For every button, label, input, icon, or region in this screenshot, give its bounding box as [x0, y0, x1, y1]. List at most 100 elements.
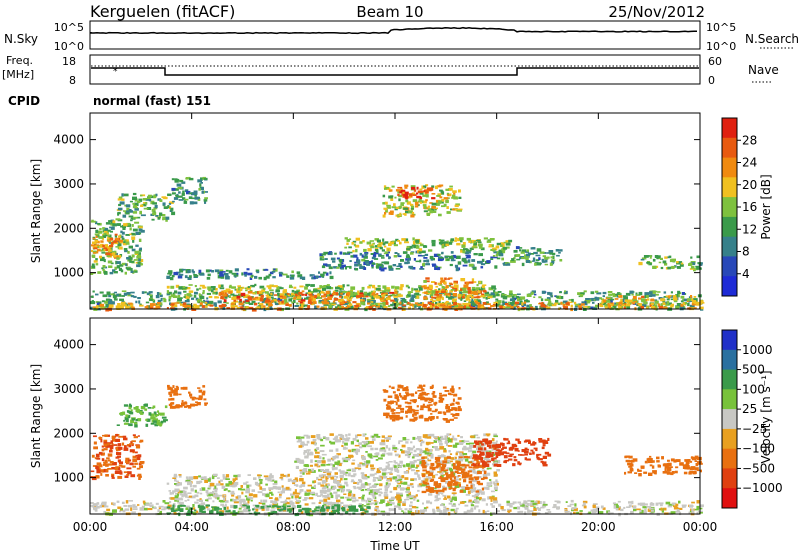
data-cell: [434, 266, 439, 270]
data-cell: [516, 305, 520, 308]
data-cell: [172, 192, 176, 195]
data-cell: [380, 454, 385, 457]
data-cell: [249, 493, 253, 497]
data-cell: [314, 305, 318, 309]
data-cell: [328, 266, 333, 270]
data-cell: [388, 256, 391, 260]
data-cell: [413, 449, 417, 453]
data-cell: [413, 258, 416, 261]
data-cell: [340, 496, 345, 499]
data-cell: [408, 210, 413, 214]
data-cell: [663, 507, 667, 511]
data-cell: [455, 507, 459, 510]
data-cell: [454, 264, 459, 268]
data-cell: [203, 199, 208, 202]
data-cell: [231, 286, 236, 289]
data-cell: [408, 453, 411, 456]
data-cell: [114, 467, 119, 470]
data-cell: [251, 274, 254, 277]
data-cell: [434, 282, 437, 285]
data-cell: [506, 500, 510, 504]
data-cell: [287, 294, 290, 297]
data-cell: [446, 433, 450, 436]
data-cell: [480, 294, 485, 298]
data-cell: [102, 265, 106, 269]
data-cell: [342, 446, 347, 450]
data-cell: [429, 470, 434, 474]
data-cell: [582, 500, 588, 504]
data-cell: [173, 473, 177, 477]
data-cell: [681, 292, 685, 295]
data-cell: [496, 293, 499, 297]
data-cell: [135, 418, 138, 422]
data-cell: [377, 285, 381, 288]
data-cell: [281, 485, 284, 488]
data-cell: [98, 230, 103, 234]
data-cell: [440, 504, 444, 507]
data-cell: [160, 214, 166, 217]
data-cell: [296, 499, 300, 502]
data-cell: [458, 458, 464, 462]
data-cell: [181, 402, 185, 406]
data-cell: [444, 495, 447, 498]
data-cell: [196, 402, 201, 406]
data-cell: [93, 252, 96, 254]
data-cell: [483, 433, 487, 437]
data-cell: [368, 284, 373, 287]
data-cell: [172, 405, 176, 409]
data-cell: [144, 408, 148, 411]
data-cell: [513, 250, 518, 253]
data-cell: [140, 214, 146, 217]
data-cell: [109, 245, 114, 248]
data-cell: [137, 216, 141, 219]
data-cell: [560, 301, 563, 305]
data-cell: [385, 482, 389, 486]
data-cell: [426, 484, 430, 487]
data-cell: [407, 454, 411, 457]
data-cell: [114, 266, 117, 270]
data-cell: [107, 463, 113, 466]
data-cell: [468, 446, 472, 450]
data-cell: [424, 253, 429, 256]
data-cell: [379, 267, 382, 271]
data-cell: [482, 302, 487, 305]
data-cell: [375, 302, 380, 306]
data-cell: [327, 501, 333, 506]
data-cell: [610, 512, 614, 515]
data-cell: [395, 206, 399, 209]
data-cell: [345, 447, 348, 450]
data-cell: [217, 300, 222, 304]
data-cell: [175, 480, 179, 483]
data-cell: [348, 299, 351, 303]
data-cell: [443, 498, 447, 500]
data-cell: [411, 244, 416, 247]
data-cell: [243, 502, 248, 505]
data-cell: [300, 299, 306, 302]
data-cell: [399, 191, 403, 194]
data-cell: [291, 495, 294, 499]
data-cell: [124, 416, 129, 421]
data-cell: [115, 237, 119, 242]
data-cell: [535, 259, 540, 261]
data-cell: [386, 479, 391, 482]
data-cell: [108, 304, 114, 308]
data-cell: [496, 510, 500, 513]
data-cell: [383, 252, 388, 255]
data-cell: [333, 266, 338, 269]
data-cell: [309, 274, 313, 277]
data-cell: [308, 468, 311, 472]
data-cell: [394, 208, 398, 211]
data-cell: [214, 269, 220, 273]
data-cell: [558, 251, 561, 254]
data-cell: [401, 450, 406, 454]
data-cell: [493, 471, 497, 474]
data-cell: [465, 297, 468, 301]
data-cell: [318, 502, 322, 504]
y-tick-label: 3000: [53, 177, 84, 191]
data-cell: [465, 440, 470, 443]
data-cell: [466, 254, 471, 259]
data-cell: [438, 200, 443, 203]
data-cell: [414, 205, 419, 208]
data-cell: [408, 257, 411, 261]
data-cell: [363, 291, 368, 295]
